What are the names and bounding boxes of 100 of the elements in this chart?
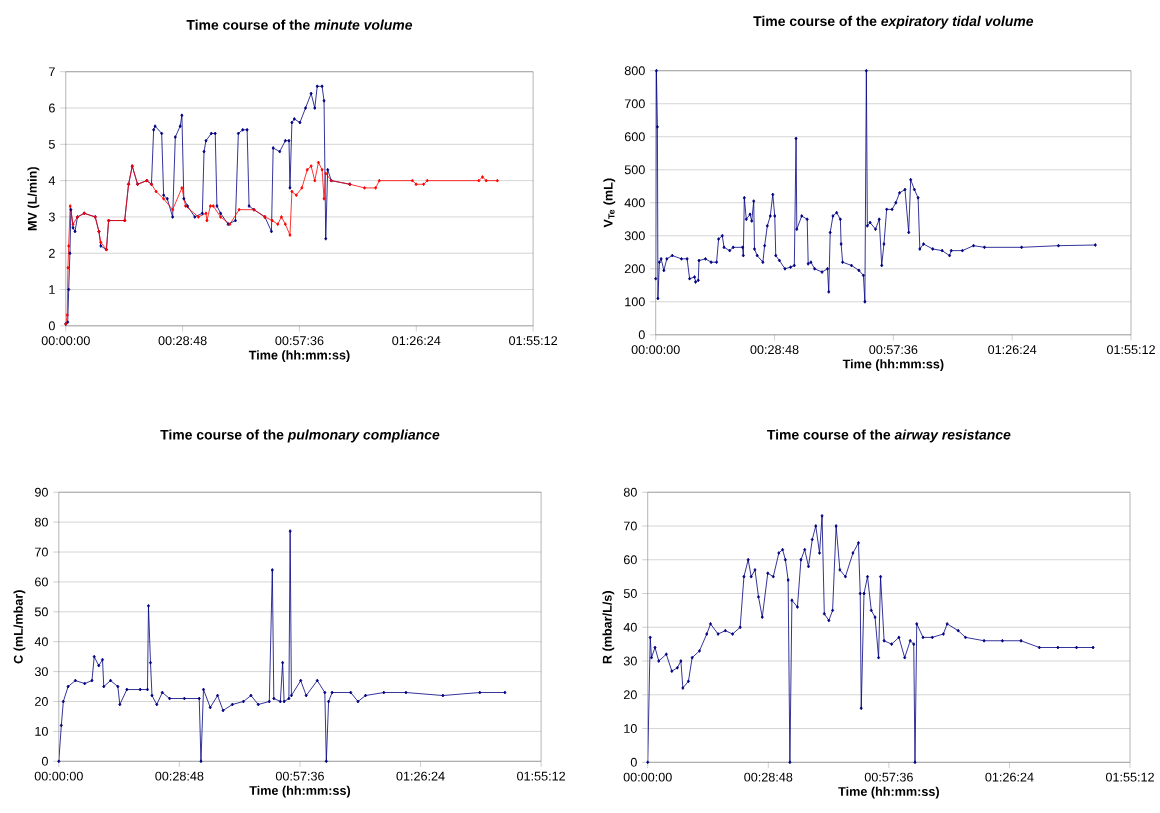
y-tick-label: 0 (41, 756, 48, 766)
x-tick-label: 00:00:00 (41, 336, 90, 346)
point (66, 684, 70, 689)
point (160, 690, 164, 695)
x-tick-label: 00:28:48 (158, 336, 207, 346)
x-tick-label: 00:28:48 (750, 345, 799, 355)
y-tick-label: 20 (35, 696, 48, 706)
y-axis-title: R (mbar/L/s) (602, 591, 615, 664)
y-tick-label: 60 (623, 555, 637, 565)
x-tick-label: 00:00:00 (34, 771, 83, 781)
point (282, 699, 286, 704)
point (118, 702, 122, 707)
y-tick-label: 0 (638, 330, 645, 340)
chart-title: Time course of the airway resistance (767, 429, 1011, 443)
y-tick-label: 50 (34, 607, 48, 617)
point (208, 705, 212, 710)
x-tick-label: 01:26:24 (392, 336, 441, 346)
y-tick-label: 80 (623, 487, 637, 497)
y-tick-label: 500 (624, 165, 645, 175)
point (288, 529, 292, 533)
x-tick-label: 01:55:12 (1105, 772, 1154, 782)
point (364, 693, 368, 698)
y-tick-label: 200 (624, 264, 645, 274)
point (349, 690, 353, 695)
point (441, 693, 445, 698)
point (287, 696, 291, 701)
y-tick-label: 600 (624, 132, 645, 142)
point (101, 657, 104, 662)
y-tick-label: 20 (623, 690, 637, 700)
point (327, 699, 331, 704)
x-axis-title: Time (hh:mm:ss) (249, 785, 351, 798)
x-tick-label: 01:26:24 (988, 345, 1037, 355)
y-tick-label: 50 (623, 588, 637, 598)
point (330, 690, 334, 695)
x-tick-label: 01:55:12 (509, 336, 558, 346)
point (281, 660, 285, 665)
y-tick-label: 7 (49, 67, 55, 77)
x-tick-label: 00:00:00 (623, 772, 672, 782)
y-tick-label: 300 (624, 231, 645, 241)
x-tick-label: 01:55:12 (517, 771, 566, 781)
x-axis-title: Time (hh:mm:ss) (248, 350, 350, 362)
point (324, 759, 328, 764)
x-tick-label: 00:57:36 (869, 345, 918, 355)
point (404, 690, 408, 695)
point (145, 687, 149, 692)
point (168, 696, 172, 701)
x-tick-label: 00:00:00 (631, 345, 680, 355)
y-tick-label: 40 (623, 622, 637, 632)
point (199, 759, 203, 764)
point (304, 693, 308, 698)
y-tick-label: 80 (34, 517, 48, 527)
point (92, 654, 96, 659)
y-tick-label: 70 (35, 547, 48, 557)
y-tick-label: 800 (624, 66, 645, 76)
point (109, 678, 113, 683)
point (503, 690, 507, 695)
point (102, 684, 106, 689)
chart-title: Time course of the expiratory tidal volume (753, 15, 1034, 29)
point (315, 678, 319, 683)
y-axis-title: V$_{Te}$ (mL) (603, 178, 616, 228)
point (478, 690, 482, 695)
y-tick-label: 4 (48, 176, 56, 185)
point (125, 687, 129, 692)
x-axis-title: Time (hh:mm:ss) (838, 786, 939, 799)
x-tick-label: 00:57:36 (275, 336, 324, 346)
point (116, 684, 120, 689)
x-tick-label: 01:55:12 (1106, 345, 1155, 355)
x-tick-label: 01:26:24 (985, 772, 1034, 782)
y-tick-label: 0 (630, 757, 637, 767)
point (97, 663, 101, 668)
point (241, 699, 245, 704)
point (278, 699, 282, 704)
y-tick-label: 30 (623, 656, 637, 666)
y-axis-title: C (mL/mbar) (13, 590, 26, 664)
y-tick-label: 90 (34, 487, 48, 497)
chart-title: Time course of the pulmonary compliance (160, 429, 440, 443)
y-tick-label: 10 (35, 726, 48, 736)
point (57, 759, 61, 764)
point (197, 696, 201, 701)
point (382, 690, 386, 695)
y-tick-label: 100 (625, 297, 645, 307)
y-tick-label: 30 (34, 667, 48, 677)
point (256, 702, 260, 707)
point (272, 696, 276, 701)
x-tick-label: 00:28:48 (744, 772, 793, 782)
y-tick-label: 70 (623, 521, 637, 531)
point (83, 681, 87, 686)
y-tick-label: 5 (48, 139, 55, 149)
point (216, 693, 220, 698)
y-tick-label: 1 (49, 285, 55, 294)
point (356, 699, 360, 704)
point (267, 699, 271, 704)
chart-title: Time course of the minute volume (186, 19, 413, 30)
point (90, 678, 94, 683)
point (289, 693, 293, 698)
point (150, 693, 154, 698)
y-tick-label: 400 (624, 198, 645, 208)
point (59, 723, 63, 728)
point (138, 687, 142, 692)
point (270, 568, 274, 572)
